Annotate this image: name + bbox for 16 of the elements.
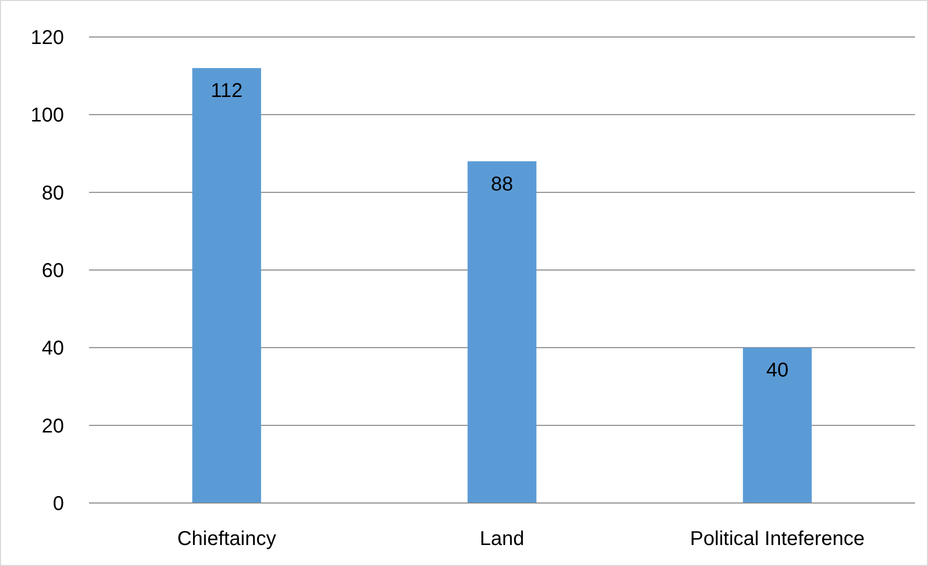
y-tick-label: 80 xyxy=(42,182,64,204)
y-tick-label: 40 xyxy=(42,338,64,360)
data-label: 88 xyxy=(490,173,514,196)
y-tick-label: 60 xyxy=(42,260,64,282)
bar xyxy=(468,161,536,503)
x-tick-label: Chieftaincy xyxy=(177,528,276,550)
y-tick-label: 0 xyxy=(52,493,64,515)
y-tick-label: 20 xyxy=(42,415,64,438)
y-tick-label: 100 xyxy=(30,104,64,127)
x-tick-label: Political Inteference xyxy=(690,528,865,550)
data-label: 40 xyxy=(766,360,788,382)
x-tick-label: Land xyxy=(480,528,524,550)
bar xyxy=(192,68,262,503)
data-label: 112 xyxy=(210,80,243,102)
bar xyxy=(742,348,812,503)
y-tick-label: 120 xyxy=(30,27,64,49)
